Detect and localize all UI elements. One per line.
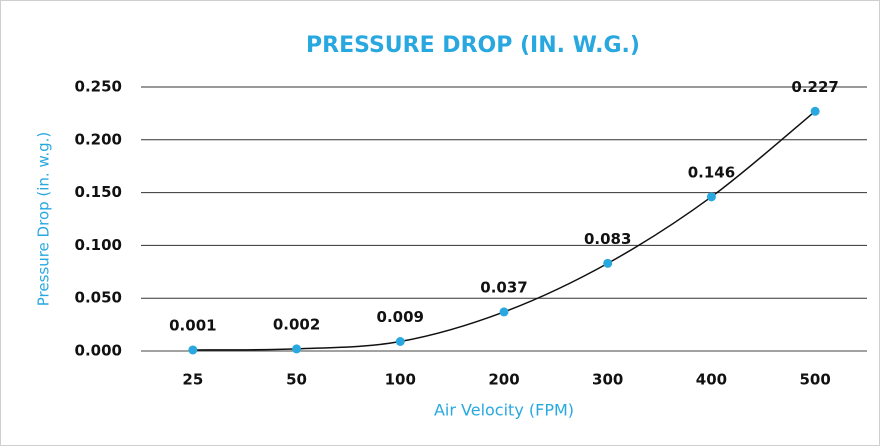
- data-label: 0.146: [688, 163, 735, 181]
- data-label: 0.002: [273, 315, 320, 333]
- data-label: 0.227: [791, 78, 838, 96]
- data-label: 0.083: [584, 230, 631, 248]
- point: [499, 307, 509, 317]
- point: [810, 106, 820, 116]
- data-label: 0.001: [169, 316, 216, 334]
- chart-title: PRESSURE DROP (IN. W.G.): [306, 33, 640, 58]
- x-tick-label: 25: [182, 371, 203, 389]
- point: [395, 336, 405, 346]
- point: [292, 344, 302, 354]
- x-tick-label: 500: [799, 371, 830, 389]
- y-tick-label: 0.050: [75, 289, 122, 307]
- x-tick-label: 300: [592, 371, 623, 389]
- y-tick-label: 0.000: [75, 342, 122, 360]
- y-tick-label: 0.200: [75, 130, 122, 148]
- point: [706, 192, 716, 202]
- data-label: 0.009: [377, 308, 424, 326]
- y-axis-label: Pressure Drop (in. w.g.): [35, 132, 53, 307]
- x-tick-label: 50: [286, 371, 307, 389]
- y-tick-label: 0.250: [75, 78, 122, 96]
- point: [603, 258, 613, 268]
- x-tick-label: 200: [488, 371, 519, 389]
- y-tick-label: 0.150: [75, 183, 122, 201]
- x-axis-label: Air Velocity (FPM): [434, 401, 574, 420]
- x-tick-label: 100: [385, 371, 416, 389]
- x-tick-label: 400: [696, 371, 727, 389]
- y-tick-label: 0.100: [75, 236, 122, 254]
- point: [188, 345, 198, 355]
- data-label: 0.037: [480, 278, 527, 296]
